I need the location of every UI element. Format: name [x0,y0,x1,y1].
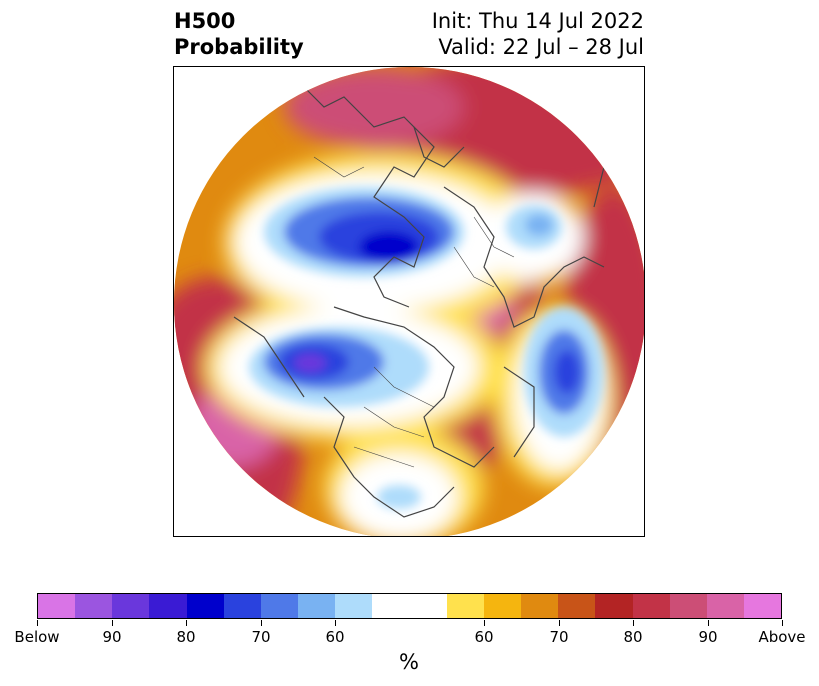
colorbar-tick [559,620,560,626]
colorbar-cell [372,594,410,618]
colorbar-cell [706,594,744,618]
colorbar-tick-label: 70 [251,628,271,646]
colorbar-cell [595,594,633,618]
colorbar-cell [260,594,299,618]
colorbar-cell [409,594,447,618]
colorbar-tick [186,620,187,626]
colorbar-cell [75,594,113,618]
colorbar-tick-label: 60 [474,628,494,646]
colorbar-cell [223,594,261,618]
valid-range: Valid: 22 Jul – 28 Jul [438,35,644,59]
colorbar-tick [112,620,113,626]
colorbar-cell [558,594,596,618]
colorbar-tick-label: 90 [102,628,122,646]
colorbar-tick-label: Above [758,628,806,646]
colorbar-tick [261,620,262,626]
colorbar-cell [298,594,336,618]
colorbar-tick [782,620,783,626]
colorbar-tick [633,620,634,626]
colorbar-tick [484,620,485,626]
colorbar-cell [669,594,707,618]
colorbar-tick [335,620,336,626]
chart-title: H500 Probability [174,8,304,60]
colorbar-tick-label: 70 [549,628,569,646]
colorbar-cell [632,594,670,618]
probability-field [174,67,644,536]
colorbar-cell [483,594,522,618]
colorbar-tick-label: 80 [176,628,196,646]
colorbar-tick [708,620,709,626]
colorbar-cell [186,594,224,618]
colorbar-tick-label: 60 [325,628,345,646]
title-line-2: Probability [174,35,304,59]
colorbar-cell [38,594,76,618]
colorbar-cell [446,594,484,618]
colorbar-cell [335,594,373,618]
forecast-dates: Init: Thu 14 Jul 2022 Valid: 22 Jul – 28… [432,8,644,60]
country-borders [313,156,515,468]
coastlines [233,76,605,518]
colorbar-cell [149,594,187,618]
colorbar-cell [521,594,559,618]
probability-colorbar [37,593,782,619]
colorbar-unit-label: % [399,650,419,674]
colorbar-cell [743,594,782,618]
probability-map [173,66,645,537]
colorbar-tick [37,620,38,626]
polar-map-svg [174,67,644,536]
colorbar-tick-label: 90 [698,628,718,646]
colorbar-tick-label: Below [14,628,60,646]
colorbar-tick-label: 80 [623,628,643,646]
colorbar-cell [112,594,150,618]
title-line-1: H500 [174,9,236,33]
init-date: Init: Thu 14 Jul 2022 [431,9,644,33]
